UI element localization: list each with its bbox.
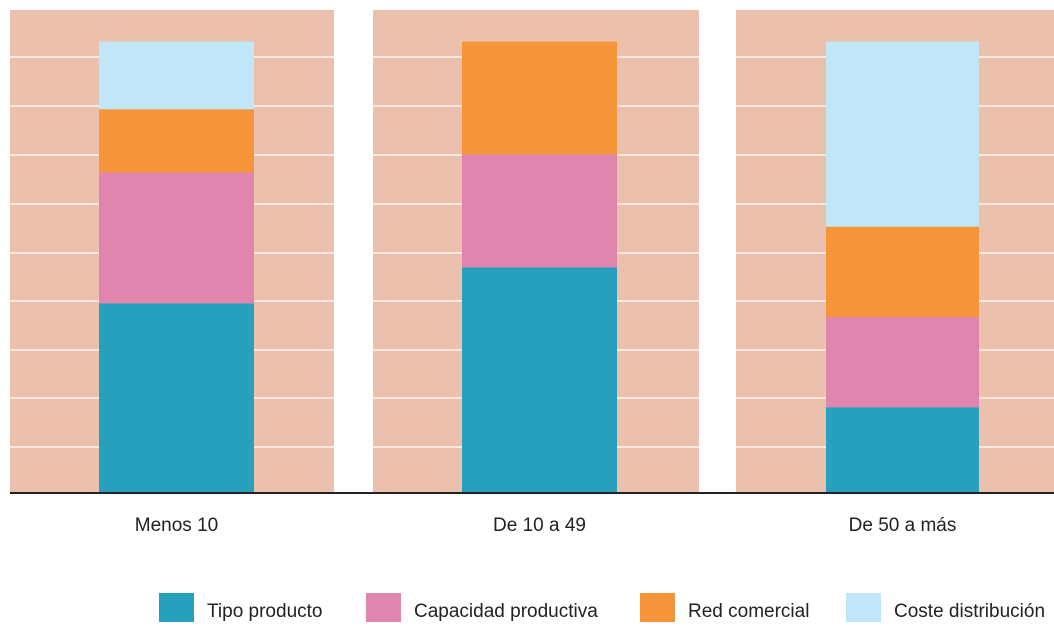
legend-label-1: Tipo producto bbox=[207, 601, 322, 622]
bar-segment-2-1 bbox=[462, 267, 617, 493]
bar-segment-3-3 bbox=[826, 226, 979, 317]
bar-segment-2-3 bbox=[462, 41, 617, 155]
bar-segment-1-4 bbox=[99, 41, 254, 110]
x-tick-label-3: De 50 a más bbox=[849, 515, 957, 536]
legend-label-3: Red comercial bbox=[688, 601, 809, 622]
bar-segment-1-1 bbox=[99, 303, 254, 493]
x-tick-label-1: Menos 10 bbox=[135, 515, 218, 536]
x-tick-label-2: De 10 a 49 bbox=[493, 515, 586, 536]
legend-swatch-4 bbox=[846, 593, 881, 622]
bar-segment-3-4 bbox=[826, 41, 979, 227]
legend-swatch-3 bbox=[640, 593, 675, 622]
bar-segment-2-2 bbox=[462, 154, 617, 268]
legend-swatch-1 bbox=[159, 593, 194, 622]
legend-label-4: Coste distribución bbox=[894, 601, 1045, 622]
legend-label-2: Capacidad productiva bbox=[414, 601, 598, 622]
bar-segment-3-1 bbox=[826, 407, 979, 493]
bar-segment-1-3 bbox=[99, 109, 254, 173]
bar-segment-1-2 bbox=[99, 172, 254, 304]
bar-segment-3-2 bbox=[826, 316, 979, 408]
legend-swatch-2 bbox=[366, 593, 401, 622]
